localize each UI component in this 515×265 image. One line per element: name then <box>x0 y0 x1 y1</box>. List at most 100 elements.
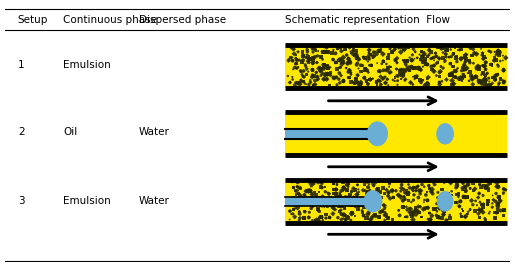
Point <box>432 51 440 55</box>
Point <box>340 213 349 217</box>
Point <box>303 48 312 52</box>
Point <box>475 191 483 196</box>
Point <box>414 209 422 214</box>
Point <box>325 83 334 87</box>
Point <box>454 192 462 196</box>
Point <box>332 187 340 192</box>
Point <box>458 186 466 190</box>
Point <box>478 71 486 76</box>
Point <box>305 188 314 193</box>
Point <box>332 60 340 64</box>
Point <box>344 214 352 218</box>
Point <box>443 202 452 207</box>
Point <box>290 207 299 211</box>
Point <box>384 194 392 198</box>
Point <box>447 55 455 59</box>
Point <box>453 183 461 187</box>
Point <box>323 204 332 208</box>
Point <box>436 82 444 86</box>
Point <box>295 210 303 214</box>
Point <box>380 191 388 196</box>
Point <box>305 188 314 193</box>
Point <box>382 214 390 219</box>
Point <box>460 74 468 79</box>
Point <box>353 54 362 58</box>
Point <box>287 55 295 60</box>
Point <box>471 187 479 191</box>
Point <box>412 74 420 79</box>
Point <box>438 187 446 192</box>
Point <box>479 202 488 206</box>
Point <box>464 71 472 75</box>
Point <box>427 64 436 69</box>
Point <box>409 218 417 222</box>
Point <box>308 192 316 196</box>
Point <box>488 205 496 209</box>
Point <box>340 196 348 200</box>
Point <box>406 210 414 214</box>
Point <box>413 56 421 60</box>
Point <box>304 189 313 194</box>
Point <box>315 209 323 214</box>
Point <box>386 70 394 74</box>
Point <box>402 68 410 73</box>
Point <box>491 78 499 82</box>
Point <box>487 62 495 67</box>
Point <box>366 199 374 203</box>
Point <box>389 195 397 200</box>
Point <box>310 182 318 186</box>
Point <box>304 196 313 200</box>
Point <box>388 189 397 193</box>
Point <box>421 61 430 65</box>
Point <box>336 191 344 195</box>
Point <box>334 46 342 51</box>
Point <box>381 81 389 85</box>
Point <box>448 82 456 86</box>
Point <box>393 83 402 87</box>
Point <box>391 76 399 80</box>
Point <box>482 218 490 222</box>
Point <box>305 188 314 193</box>
Point <box>353 73 362 77</box>
Point <box>317 185 325 189</box>
Point <box>399 198 407 203</box>
Point <box>316 69 324 73</box>
Point <box>297 69 305 73</box>
Point <box>363 212 371 217</box>
Point <box>437 200 445 205</box>
Text: Emulsion: Emulsion <box>63 196 111 206</box>
Point <box>317 73 325 77</box>
Point <box>420 52 428 56</box>
Point <box>288 180 297 184</box>
Point <box>417 68 425 72</box>
Point <box>394 193 402 197</box>
Point <box>332 187 340 192</box>
Point <box>402 188 410 192</box>
Point <box>315 66 323 70</box>
Point <box>357 80 365 84</box>
Point <box>330 192 338 196</box>
Point <box>411 208 420 212</box>
Point <box>483 83 491 87</box>
Point <box>353 56 361 60</box>
Point <box>500 208 508 212</box>
Point <box>424 206 432 210</box>
Point <box>437 46 445 50</box>
Point <box>467 74 475 78</box>
Point <box>315 215 323 220</box>
Point <box>322 77 331 81</box>
Point <box>321 71 330 76</box>
Point <box>420 50 428 54</box>
Point <box>293 62 301 66</box>
Point <box>298 196 306 200</box>
Point <box>409 198 418 202</box>
Point <box>415 188 423 193</box>
Point <box>384 216 392 220</box>
Point <box>464 195 472 200</box>
Text: 2: 2 <box>18 127 24 138</box>
Point <box>442 207 450 211</box>
Point <box>330 188 338 192</box>
Point <box>341 47 349 51</box>
Point <box>484 202 492 206</box>
Point <box>479 57 487 61</box>
